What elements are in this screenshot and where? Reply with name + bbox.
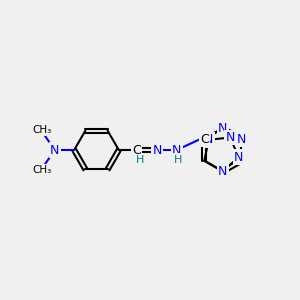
- Text: N: N: [153, 143, 162, 157]
- Text: CH₃: CH₃: [32, 125, 51, 135]
- Text: CH₃: CH₃: [32, 165, 51, 175]
- Text: C: C: [200, 133, 209, 146]
- Text: N: N: [50, 143, 60, 157]
- Text: N: N: [218, 165, 227, 178]
- Text: N: N: [218, 122, 227, 135]
- Text: C: C: [132, 143, 141, 157]
- Text: N: N: [204, 133, 213, 146]
- Text: H: H: [174, 154, 182, 164]
- Text: H: H: [136, 155, 144, 165]
- Text: N: N: [225, 131, 235, 144]
- Text: N: N: [234, 151, 243, 164]
- Text: N: N: [172, 143, 182, 157]
- Text: N: N: [237, 133, 246, 146]
